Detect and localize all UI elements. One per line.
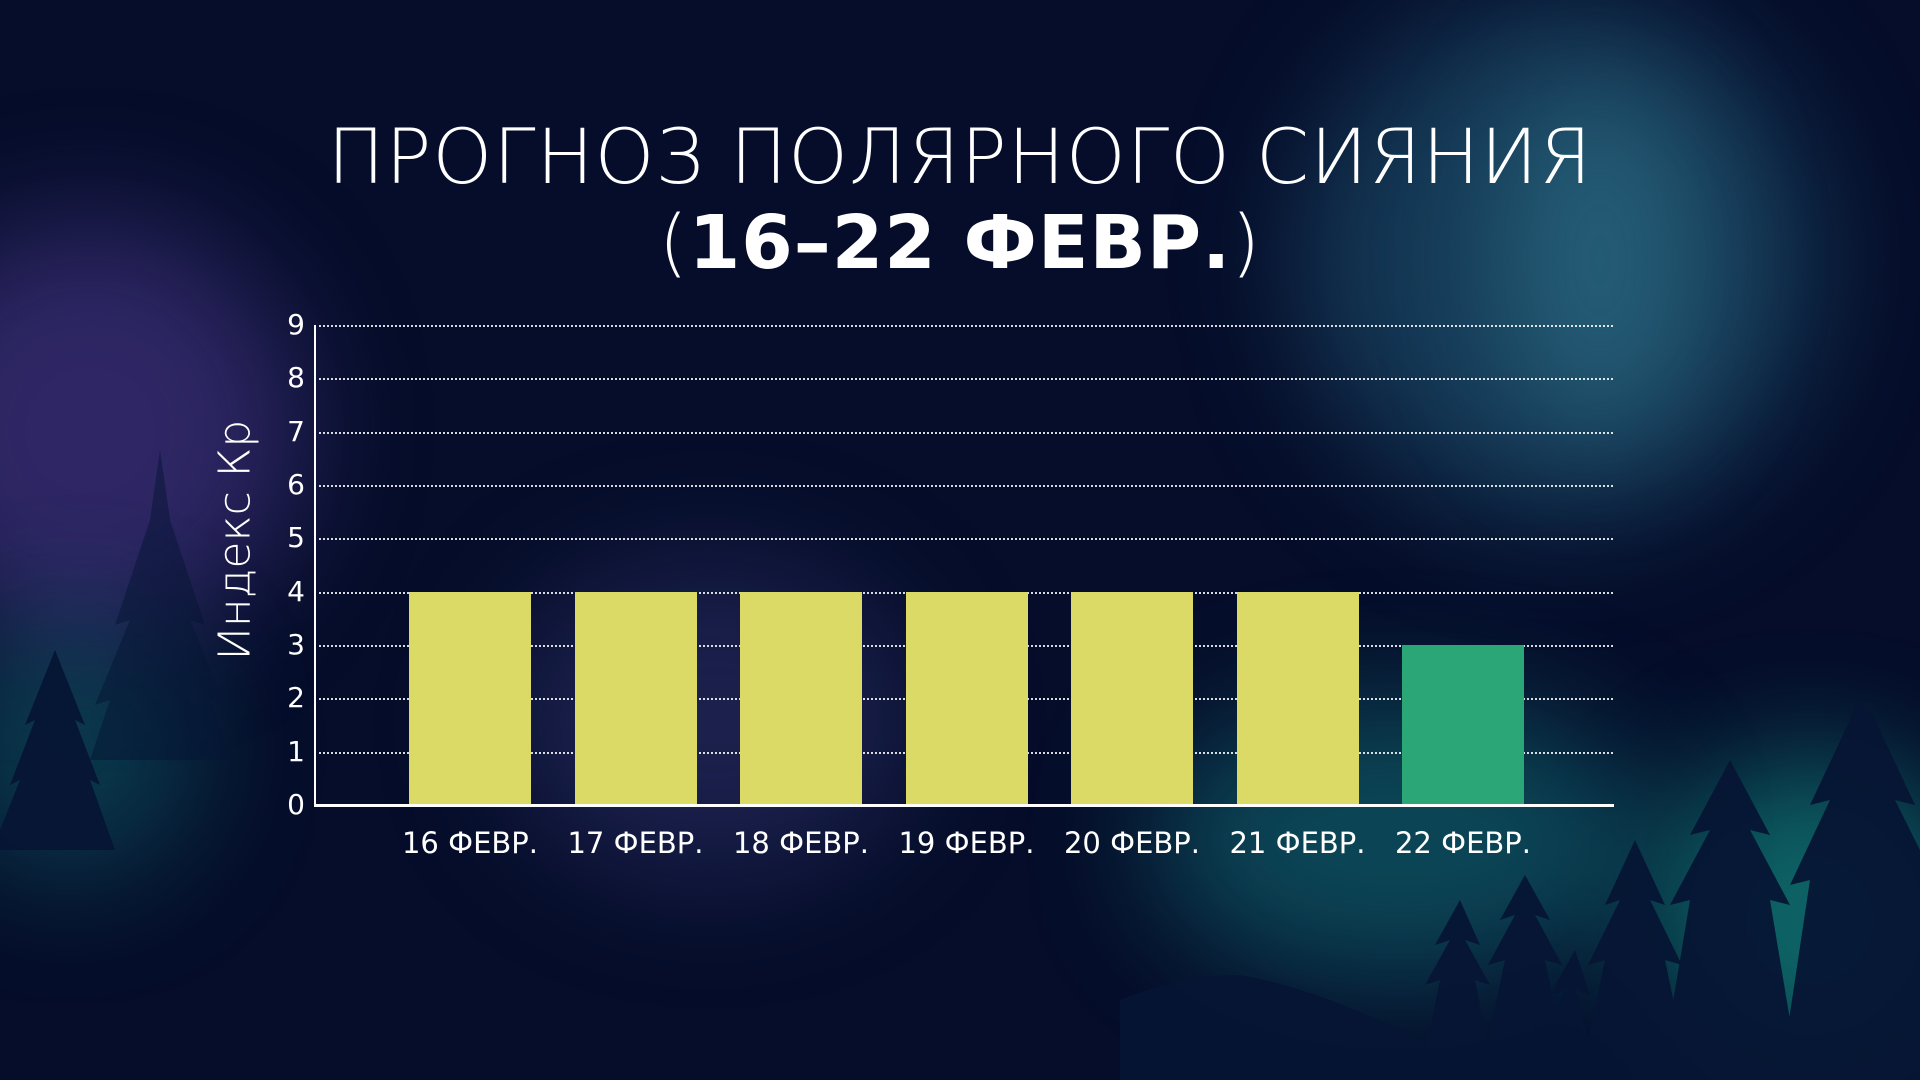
x-tick-label: 17 ФЕВР. (567, 826, 704, 860)
y-axis-line (314, 325, 316, 807)
y-tick-label: 2 (287, 681, 305, 715)
x-tick-label: 19 ФЕВР. (898, 826, 1035, 860)
open-paren: ( (658, 200, 689, 286)
bar-5 (1071, 591, 1193, 805)
gridline (314, 485, 1613, 487)
y-tick-label: 9 (287, 308, 305, 341)
gridline (314, 378, 1613, 381)
y-tick-label: 0 (287, 788, 305, 821)
y-tick-label: 6 (287, 468, 305, 501)
plot-area (314, 325, 1613, 805)
chart-title-line1: ПРОГНОЗ ПОЛЯРНОГО СИЯНИЯ (327, 112, 1593, 201)
y-tick-label: 8 (287, 361, 305, 395)
x-tick-label: 18 ФЕВР. (732, 826, 869, 860)
y-tick-label: 3 (287, 628, 305, 661)
x-tick-label: 20 ФЕВР. (1063, 826, 1200, 860)
y-tick-label: 7 (287, 414, 305, 448)
bar-4 (905, 591, 1028, 805)
chart-title-line2: (16–22 ФЕВР.) (0, 200, 1920, 286)
x-tick-label: 22 ФЕВР. (1394, 826, 1531, 860)
bar-7 (1402, 645, 1524, 805)
bar-3 (740, 591, 862, 805)
x-tick-label: 21 ФЕВР. (1229, 826, 1366, 860)
close-paren: ) (1231, 200, 1262, 286)
bar-2 (574, 591, 697, 805)
bar-1 (409, 591, 531, 805)
x-tick-label: 16 ФЕВР. (401, 826, 538, 860)
gridline (314, 538, 1613, 541)
aurora-glow-bottom (1150, 700, 1650, 980)
y-tick-label: 1 (287, 734, 305, 768)
y-tick-label: 5 (287, 521, 305, 555)
date-range: 16–22 ФЕВР. (688, 200, 1232, 286)
y-tick-label: 4 (287, 574, 305, 608)
gridline (314, 325, 1613, 327)
gridline (314, 431, 1613, 434)
x-axis-line (314, 804, 1614, 807)
bar-6 (1236, 591, 1359, 805)
